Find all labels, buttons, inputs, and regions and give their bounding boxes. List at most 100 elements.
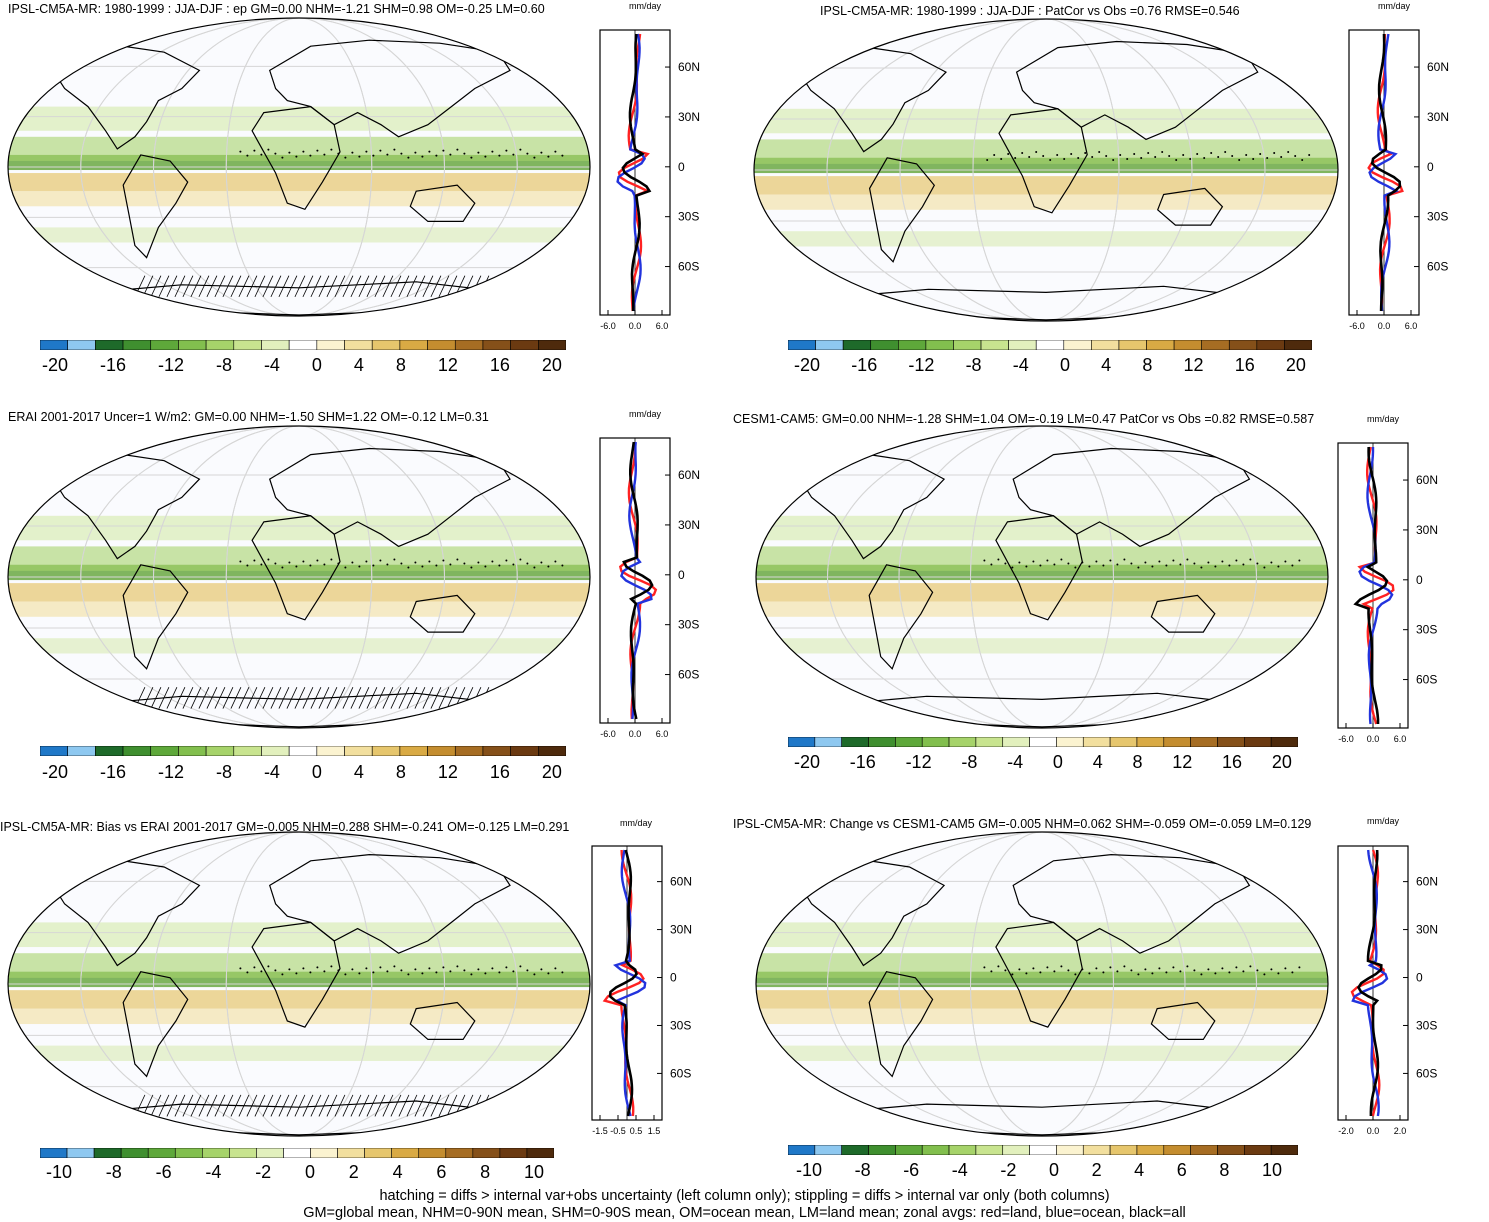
zonal-ytick-label: 60N (678, 468, 700, 482)
map-anomaly-band (756, 638, 1328, 654)
zonal-ytick-label: 0 (1416, 971, 1423, 985)
map-anomaly-band (756, 1008, 1328, 1025)
zonal-ytick-label: 0 (678, 160, 685, 174)
zonal-ytick-label: 0 (1416, 573, 1423, 587)
colorbar-swatch (975, 1145, 1004, 1155)
zonal-ocean-line (1351, 849, 1389, 1117)
colorbar-swatch (122, 746, 152, 756)
colorbar-swatch (337, 1148, 365, 1158)
panel-6-zonal-mean: 60N 30N 0 30S 60S -2.0 0.0 2.0 (1337, 845, 1438, 1136)
continent-outline (1012, 853, 1251, 954)
continent-outline (868, 157, 936, 263)
colorbar-swatch (233, 340, 262, 350)
colorbar-swatch (1217, 1145, 1245, 1155)
colorbar-swatch (205, 340, 235, 350)
zonal-ocean-line (620, 441, 653, 720)
colorbar-swatch (1082, 737, 1111, 747)
map-anomaly-band (8, 638, 590, 654)
zonal-xtick-label: 0.0 (1367, 734, 1380, 744)
colorbar-swatch (1256, 340, 1285, 350)
colorbar-swatch (975, 737, 1004, 747)
zonal-ytick-label: 60N (678, 60, 700, 74)
colorbar-swatch (898, 340, 927, 350)
colorbar-swatch (256, 1148, 284, 1158)
colorbar-swatch (538, 746, 566, 756)
zonal-xtick-label: 0.0 (629, 321, 642, 331)
colorbar-swatch (980, 340, 1009, 350)
colorbar-swatch (316, 746, 345, 756)
panel-4-map (755, 425, 1329, 729)
zonal-ytick-label: 30N (1427, 110, 1449, 124)
colorbar-swatch (499, 1148, 528, 1158)
colorbar-swatch (1002, 1145, 1030, 1155)
panel-5-map (7, 831, 591, 1137)
zonal-ocean-line (1368, 33, 1399, 312)
panel-3-zonal-unit: mm/day (629, 409, 662, 419)
zonal-xtick-label: -1.5 (592, 1126, 608, 1136)
zonal-ytick-label: 60N (670, 875, 692, 889)
panel-6-title: IPSL-CM5A-MR: Change vs CESM1-CAM5 GM=-0… (733, 817, 1312, 831)
colorbar-swatch (150, 746, 179, 756)
colorbar-swatch (1173, 340, 1202, 350)
colorbar-swatch (841, 1145, 869, 1155)
colorbar-swatch (40, 340, 68, 350)
colorbar-swatch (1136, 737, 1165, 747)
zonal-ytick-label: 30S (670, 1018, 691, 1032)
map-anomaly-band (756, 953, 1328, 978)
zonal-land-line (1357, 446, 1395, 725)
zonal-ytick-label: 30N (678, 110, 700, 124)
map-anomaly-band (8, 922, 590, 948)
colorbar-swatch (391, 1148, 420, 1158)
zonal-xtick-label: 0.0 (1378, 321, 1391, 331)
colorbar-swatch (1118, 340, 1147, 350)
colorbar-swatch (895, 1145, 923, 1155)
continent-outline (122, 154, 189, 259)
continent-outline (122, 564, 189, 670)
colorbar-swatch (1056, 737, 1084, 747)
panel-1-title: IPSL-CM5A-MR: 1980-1999 : JJA-DJF : ep G… (8, 2, 545, 16)
continent-outline (52, 45, 201, 150)
colorbar-swatch (371, 340, 401, 350)
colorbar-swatch (364, 1148, 392, 1158)
zonal-xtick-label: -6.0 (1349, 321, 1365, 331)
colorbar-swatch (344, 340, 373, 350)
colorbar-swatch (147, 1148, 176, 1158)
map-anomaly-band (8, 106, 590, 131)
zonal-ytick-label: 30N (670, 923, 692, 937)
zonal-all-line (608, 849, 638, 1117)
colorbar-swatch (1228, 340, 1258, 350)
colorbar-swatch (510, 340, 539, 350)
map-anomaly-band (8, 515, 590, 541)
map-anomaly-band (754, 108, 1338, 134)
continent-outline (409, 184, 476, 222)
colorbar-swatch (526, 1148, 554, 1158)
panel-2-zonal-unit: mm/day (1378, 1, 1411, 11)
colorbar-swatch (1136, 1145, 1165, 1155)
panel-2-colorbar-labels: -20 -16 -12 -8 -4 0 4 8 12 16 20 (794, 355, 1306, 375)
colorbar-swatch (538, 340, 566, 350)
zonal-xtick-label: 2.0 (1394, 1126, 1407, 1136)
colorbar-swatch (67, 746, 96, 756)
map-anomaly-band (8, 227, 590, 243)
colorbar-swatch (482, 340, 511, 350)
panel-3-map (7, 425, 591, 729)
colorbar-swatch (399, 746, 428, 756)
colorbar-swatch (344, 746, 373, 756)
colorbar-swatch (205, 746, 235, 756)
panel-5-colorbar-labels: -10 -8 -6 -4 -2 0 2 4 6 8 10 (46, 1162, 544, 1182)
zonal-xtick-label: 6.0 (1405, 321, 1418, 331)
continent-outline (798, 46, 947, 153)
panel-3-colorbar-labels: -20 -16 -12 -8 -4 0 4 8 12 16 20 (42, 762, 562, 782)
colorbar-swatch (1284, 340, 1312, 350)
map-anomaly-band (8, 136, 590, 161)
zonal-ytick-label: 30N (1416, 523, 1438, 537)
map-anomaly-band (8, 990, 590, 1009)
map-anomaly-band (754, 194, 1338, 210)
continent-outline (122, 971, 189, 1078)
zonal-ytick-label: 60S (670, 1066, 691, 1080)
colorbar-swatch (454, 746, 484, 756)
zonal-ytick-label: 60S (1416, 673, 1437, 687)
panel-1-zonal-unit: mm/day (629, 1, 662, 11)
colorbar-swatch (814, 737, 842, 747)
colorbar-swatch (921, 737, 950, 747)
